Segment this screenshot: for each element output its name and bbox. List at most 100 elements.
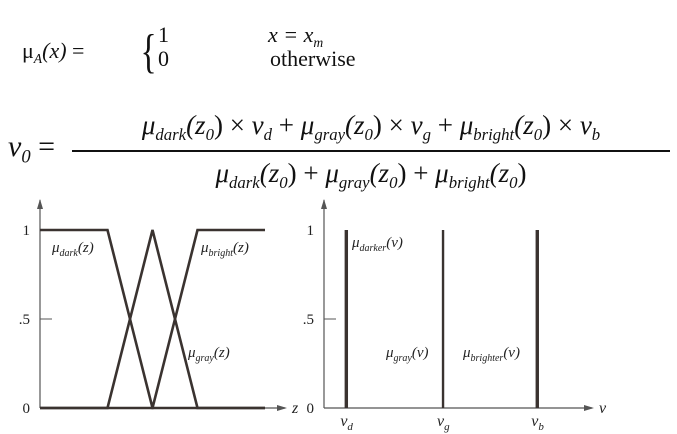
v-subscript: b: [591, 124, 601, 144]
y-tick-label: .5: [19, 312, 30, 328]
argument-subscript: 0: [509, 172, 518, 192]
case2-value: 0: [158, 46, 169, 71]
case1-condition-text: x = x: [268, 22, 314, 47]
membership-lhs: μA(x) =: [22, 38, 85, 66]
argument-subscript: 0: [389, 172, 398, 192]
v-symbol: v: [251, 110, 264, 140]
tick-sub: b: [538, 421, 544, 433]
membership-line-bright: [40, 228, 265, 410]
x-tick-label-vg: vg: [437, 413, 450, 433]
formula-term: μgray(z0) × vg +: [300, 110, 460, 143]
term-close-paren: ): [397, 158, 407, 188]
mu-symbol: μ: [22, 38, 34, 63]
v-symbol: v: [410, 110, 423, 140]
term-argument: (z: [186, 110, 206, 140]
v-symbol: v: [579, 110, 592, 140]
label-mu-dark: μdark(z): [51, 240, 94, 259]
equals-sign: =: [72, 38, 85, 63]
term-argument: (z: [369, 158, 390, 188]
output-lhs: v0 =: [8, 130, 56, 166]
y-tick-label: .5: [303, 312, 314, 328]
label-mu-bright: μbright(z): [200, 240, 249, 259]
argument-subscript: 0: [279, 172, 288, 192]
case1-condition-sub: m: [313, 34, 324, 50]
x-axis-label: z: [291, 400, 299, 417]
label-mu-gray-part: (z): [214, 345, 230, 361]
v-subscript: g: [422, 124, 431, 144]
plus-operator: +: [406, 158, 436, 188]
fraction-bar: [72, 150, 670, 152]
mu-symbol: μ: [141, 110, 156, 140]
term-argument: (z: [345, 110, 365, 140]
label-mu-gray: μgray(v): [385, 345, 429, 364]
v-subscript: d: [263, 124, 273, 144]
argument-subscript: 0: [205, 124, 214, 144]
label-mu-bright-part: (z): [233, 240, 249, 256]
argument-subscript: 0: [533, 124, 543, 144]
label-mu-gray-part: μ: [385, 345, 394, 361]
y-tick-label: 0: [307, 401, 315, 417]
label-mu-brighter-part: (v): [503, 345, 520, 361]
label-mu-bright-part: μ: [200, 240, 209, 256]
label-mu-darker-part: darker: [360, 243, 387, 254]
x-axis-label: v: [599, 400, 607, 417]
formula-term: μdark(z0) +: [215, 158, 326, 191]
label-mu-brighter-part: μ: [462, 345, 471, 361]
case-brace: {: [140, 25, 157, 78]
output-equals: =: [38, 130, 56, 163]
mu-subscript: gray: [314, 124, 346, 144]
term-close-paren: ): [287, 158, 297, 188]
lhs-arg: (x): [42, 38, 67, 63]
term-close-paren: ): [213, 110, 223, 140]
argument-subscript: 0: [364, 124, 373, 144]
x-tick-label-vb: vb: [531, 413, 544, 433]
y-tick-label: 1: [23, 223, 31, 239]
tick-sub: d: [347, 421, 353, 433]
term-argument: (z: [259, 158, 280, 188]
mu-subscript: bright: [448, 172, 490, 192]
y-tick-label: 1: [307, 223, 315, 239]
mu-subscript: dark: [155, 124, 187, 144]
tick-v: v: [340, 413, 348, 430]
x-axis-arrow-icon: [584, 405, 594, 411]
label-mu-darker-part: (v): [386, 235, 403, 251]
case2-condition: otherwise: [270, 46, 356, 71]
mu-subscript: dark: [229, 172, 260, 192]
x-tick-label-vd: vd: [340, 413, 353, 433]
label-mu-bright-part: bright: [209, 248, 234, 259]
tick-v: v: [437, 413, 445, 430]
term-close-paren: ): [517, 158, 527, 188]
label-mu-dark-part: (z): [78, 240, 94, 256]
label-mu-gray-part: μ: [187, 345, 196, 361]
formula-term: μdark(z0) × vd +: [141, 110, 301, 143]
tick-v: v: [531, 413, 539, 430]
mu-symbol: μ: [459, 110, 474, 140]
tick-sub: g: [444, 421, 450, 433]
term-close-paren: ): [542, 110, 552, 140]
term-argument: (z: [514, 110, 534, 140]
lhs-sub: A: [33, 50, 43, 66]
y-tick-label: 0: [23, 401, 31, 417]
plus-operator: +: [430, 110, 460, 140]
y-axis-arrow-icon: [321, 199, 327, 209]
case1-value: 1: [158, 22, 169, 47]
label-mu-brighter-part: brighter: [471, 353, 504, 364]
lhs-v-sub: 0: [21, 146, 31, 168]
mu-symbol: μ: [435, 158, 449, 188]
times-operator: ×: [381, 110, 411, 140]
mu-symbol: μ: [215, 158, 230, 188]
term-argument: (z: [489, 158, 510, 188]
plus-operator: +: [296, 158, 326, 188]
term-close-paren: ): [372, 110, 382, 140]
label-mu-gray-part: gray: [196, 353, 215, 364]
fraction-denominator: μdark(z0) + μgray(z0) + μbright(z0): [72, 158, 670, 192]
mu-subscript: gray: [338, 172, 370, 192]
mu-symbol: μ: [300, 110, 315, 140]
lhs-v: v: [8, 130, 22, 163]
label-mu-brighter: μbrighter(v): [462, 345, 520, 364]
y-axis-arrow-icon: [37, 199, 43, 209]
times-operator: ×: [222, 110, 252, 140]
label-mu-gray: μgray(z): [187, 345, 230, 364]
times-operator: ×: [551, 110, 580, 140]
